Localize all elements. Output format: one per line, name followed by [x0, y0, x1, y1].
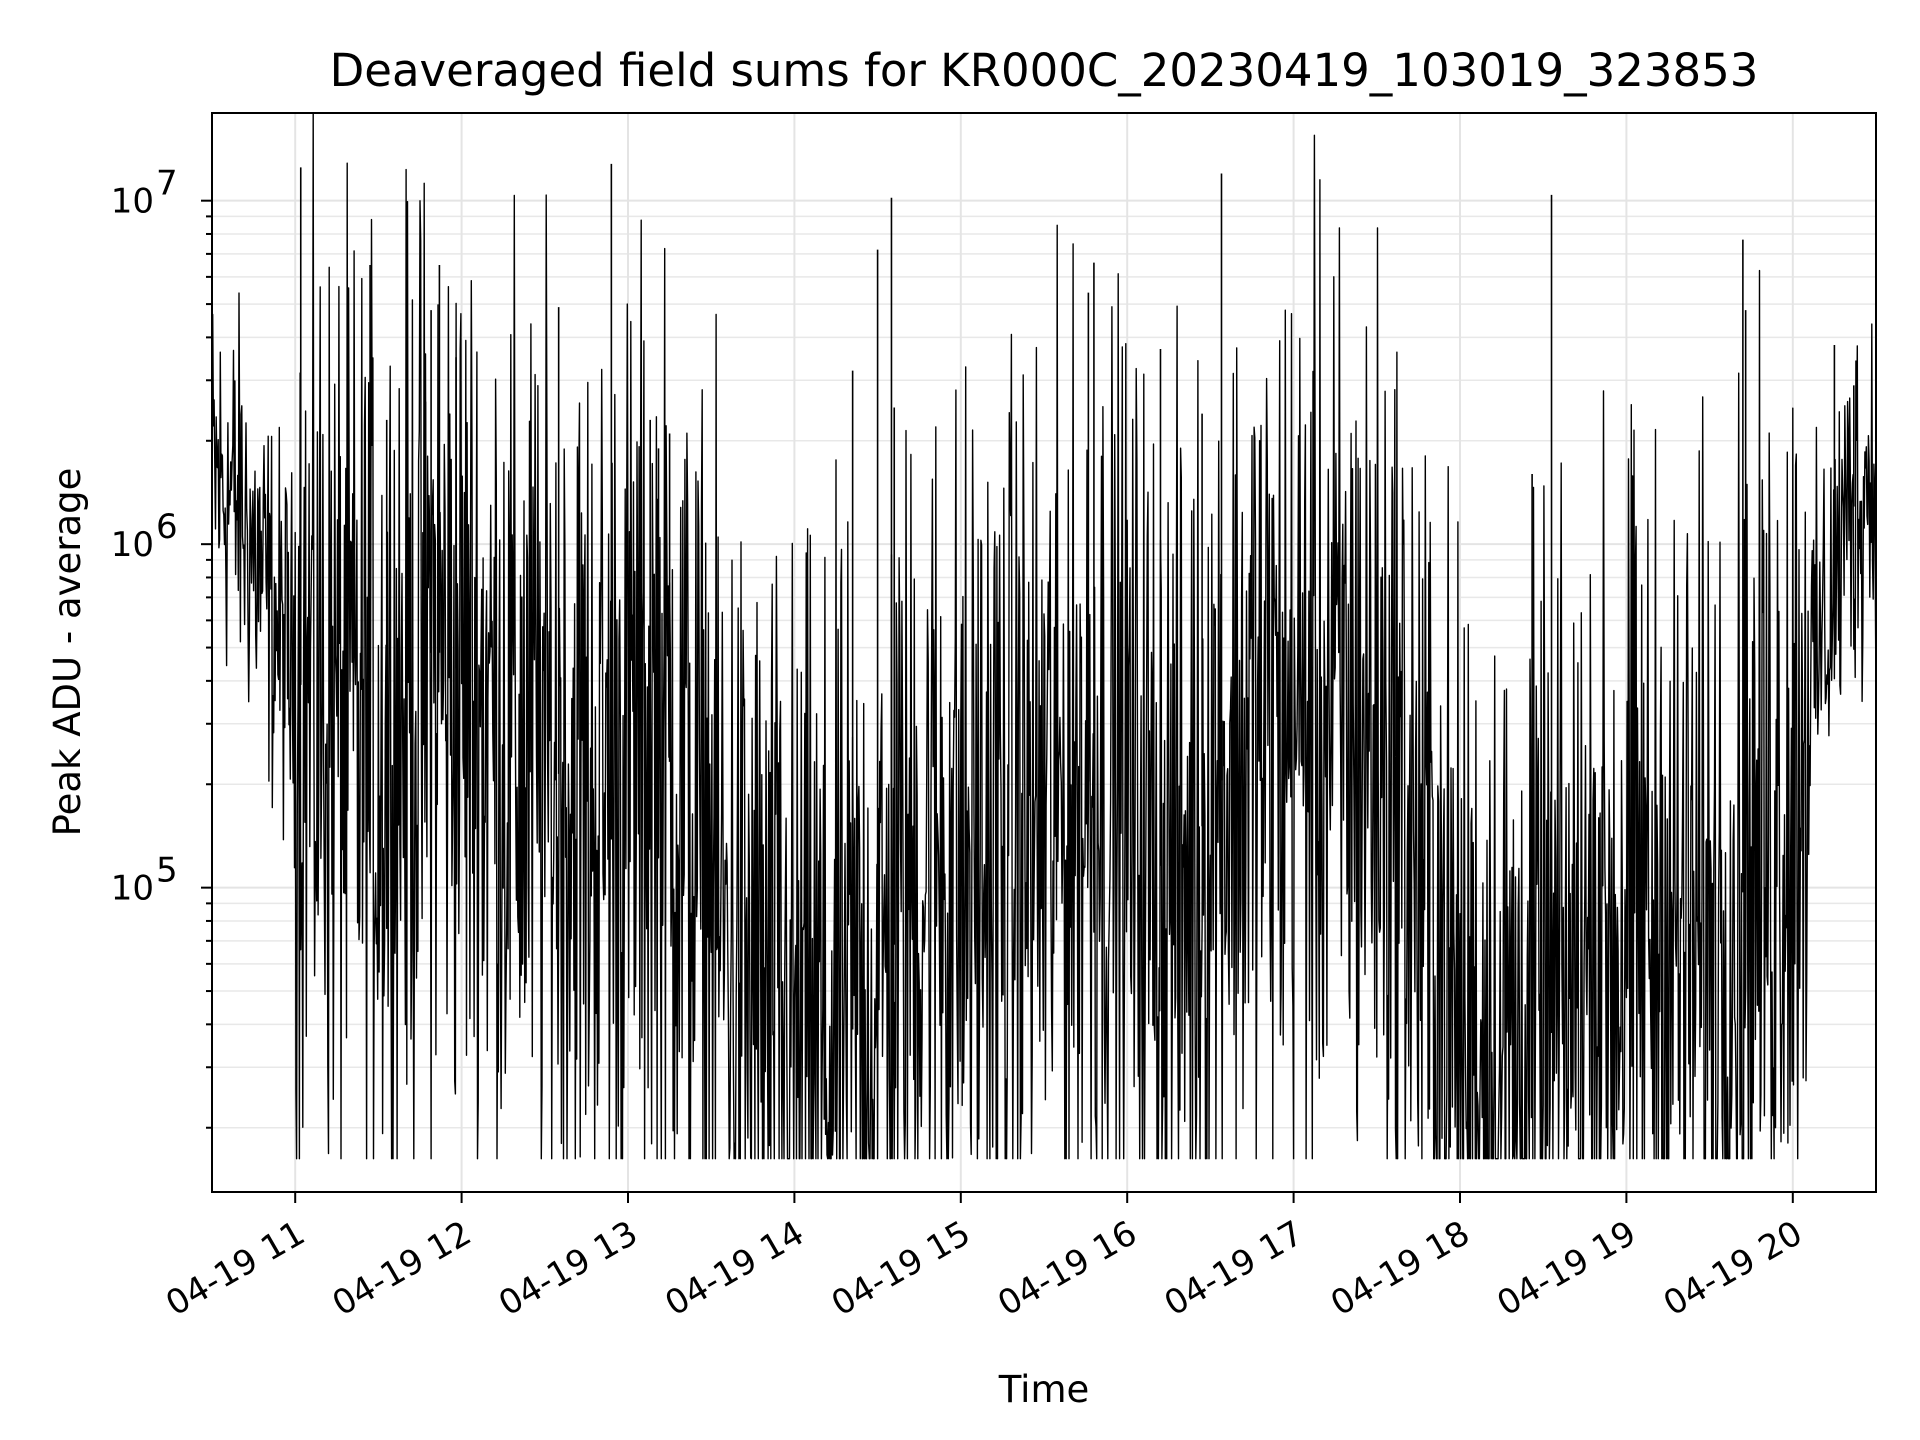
x-axis-label: Time	[998, 1368, 1090, 1411]
plot-frame	[211, 112, 1877, 1193]
y-tick-exponent: 5	[156, 851, 178, 891]
series-line	[212, 113, 1876, 1160]
chart-title: Deaveraged field sums for KR000C_2023041…	[330, 44, 1759, 97]
y-tick-label: 10	[111, 525, 154, 565]
y-tick-label: 10	[111, 869, 154, 909]
y-tick-exponent: 7	[156, 164, 178, 204]
y-tick-label: 10	[111, 182, 154, 222]
y-axis-label: Peak ADU - average	[46, 468, 89, 837]
y-tick-exponent: 6	[156, 507, 178, 547]
spikes	[299, 163, 1855, 1050]
